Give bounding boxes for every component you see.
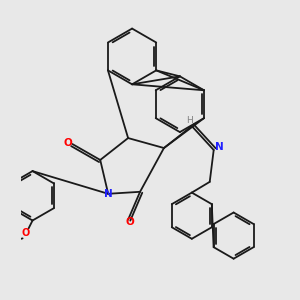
Text: H: H: [186, 116, 193, 125]
Text: N: N: [104, 189, 112, 199]
Text: O: O: [126, 217, 134, 227]
Text: O: O: [63, 138, 72, 148]
Text: N: N: [214, 142, 223, 152]
Text: O: O: [21, 228, 29, 238]
